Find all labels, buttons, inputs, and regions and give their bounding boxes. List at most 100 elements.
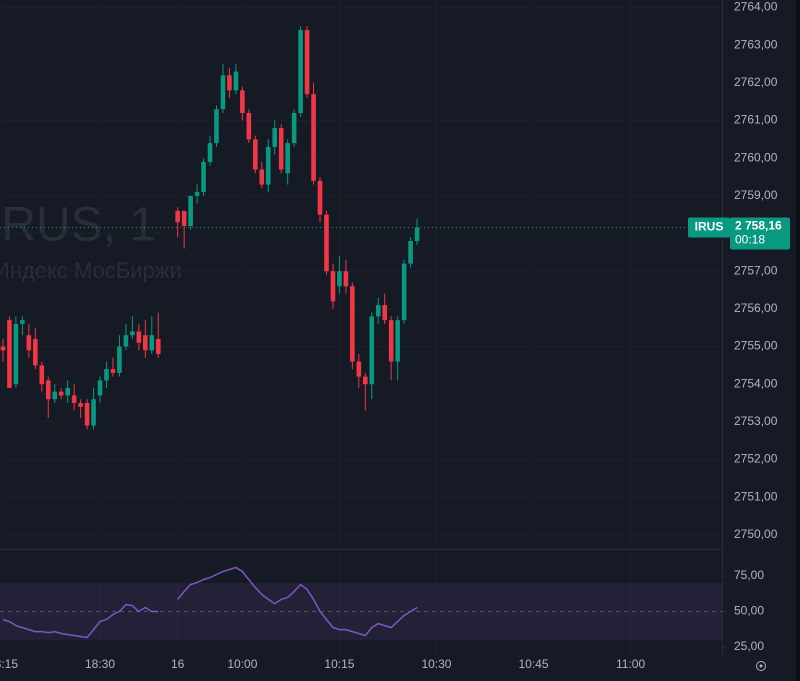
candle-body bbox=[71, 395, 77, 403]
candle-body bbox=[227, 75, 232, 91]
candle-body bbox=[408, 241, 413, 264]
y-tick-label: 2763,00 bbox=[734, 37, 778, 51]
candle-body bbox=[259, 169, 265, 185]
y-tick-label: 2760,00 bbox=[734, 150, 778, 164]
y-tick-label: 2754,00 bbox=[734, 376, 778, 390]
candle-body bbox=[388, 320, 394, 362]
candle-body bbox=[91, 399, 96, 426]
candle-body bbox=[363, 376, 368, 385]
candle-body bbox=[110, 369, 116, 373]
candle-body bbox=[136, 331, 142, 343]
candle-body bbox=[343, 271, 349, 287]
x-tick-label: 10:15 bbox=[324, 657, 354, 671]
candle-body bbox=[149, 335, 155, 351]
candle-body bbox=[84, 402, 90, 426]
price-badge bbox=[730, 217, 790, 250]
candle-body bbox=[97, 380, 103, 396]
x-tick-label: 18:15 bbox=[0, 657, 18, 671]
candle-body bbox=[20, 320, 25, 324]
candle-body bbox=[26, 335, 32, 351]
candle-body bbox=[13, 323, 19, 385]
candle-body bbox=[220, 75, 226, 110]
settings-icon[interactable] bbox=[756, 661, 766, 671]
candle-body bbox=[246, 112, 252, 140]
candle-body bbox=[350, 286, 355, 362]
candle-body bbox=[240, 90, 245, 113]
y-tick-label: 2764,00 bbox=[734, 0, 778, 14]
candle-body bbox=[33, 338, 38, 366]
candle-body bbox=[65, 387, 70, 396]
y-tick-label: 2759,00 bbox=[734, 188, 778, 202]
candle-body bbox=[272, 128, 278, 147]
candle-body bbox=[123, 335, 129, 347]
candle-body bbox=[375, 305, 381, 317]
candle-body bbox=[324, 214, 329, 272]
y-tick-label: 2762,00 bbox=[734, 75, 778, 89]
candle-body bbox=[214, 109, 219, 144]
candle-body bbox=[356, 361, 362, 377]
right-edge bbox=[796, 0, 800, 681]
x-tick-label: 10:30 bbox=[421, 657, 451, 671]
candle-body bbox=[7, 320, 12, 388]
symbol-label: IRUS bbox=[695, 220, 724, 234]
candle-body bbox=[233, 71, 239, 91]
candle-body bbox=[201, 161, 206, 193]
candle-body bbox=[117, 346, 122, 373]
y-tick-label: 2757,00 bbox=[734, 263, 778, 277]
candle-body bbox=[130, 331, 135, 336]
candle-body bbox=[0, 346, 6, 351]
candle-body bbox=[285, 143, 290, 174]
symbol-badge bbox=[688, 217, 730, 238]
x-tick-label: 11:00 bbox=[616, 657, 645, 671]
candle-body bbox=[104, 369, 109, 381]
candle-body bbox=[143, 335, 148, 351]
candle-body bbox=[382, 305, 388, 321]
y-tick-label: 2761,00 bbox=[734, 113, 778, 127]
candle-body bbox=[58, 391, 64, 396]
candle-body bbox=[278, 128, 284, 170]
candle-body bbox=[194, 192, 200, 196]
last-price-label: 2 758,16 bbox=[735, 219, 782, 233]
candle-body bbox=[45, 380, 51, 400]
settings-icon-dot bbox=[759, 664, 763, 668]
x-tick-label: 18:30 bbox=[85, 657, 115, 671]
candle-body bbox=[401, 263, 407, 321]
candle-body bbox=[317, 180, 323, 215]
candle-body bbox=[265, 146, 271, 185]
candle-body bbox=[175, 210, 180, 223]
watermark-symbol: IRUS, 1 bbox=[0, 199, 156, 252]
candle-body bbox=[291, 112, 297, 144]
x-tick-label: 16 bbox=[171, 657, 185, 671]
rsi-line bbox=[2, 566, 418, 639]
countdown-label: 00:18 bbox=[735, 233, 765, 247]
candle-body bbox=[188, 195, 193, 226]
y-tick-label: 2756,00 bbox=[734, 301, 778, 315]
candle-body bbox=[330, 271, 336, 302]
candle-body bbox=[311, 94, 316, 181]
y-tick-label: 75,00 bbox=[734, 568, 764, 582]
candle-body bbox=[369, 316, 375, 385]
candle-body bbox=[395, 320, 400, 362]
x-tick-label: 10:00 bbox=[227, 657, 257, 671]
y-tick-label: 2755,00 bbox=[734, 339, 778, 353]
candle-body bbox=[337, 271, 342, 287]
watermark-name: Индекс МосБиржи bbox=[0, 258, 182, 283]
y-tick-label: 2753,00 bbox=[734, 414, 778, 428]
candle-body bbox=[304, 30, 310, 95]
candle-body bbox=[207, 143, 213, 162]
x-tick-label: 10:45 bbox=[519, 657, 549, 671]
y-tick-label: 2750,00 bbox=[734, 527, 778, 541]
y-tick-label: 2752,00 bbox=[734, 452, 778, 466]
y-tick-label: 25,00 bbox=[734, 639, 764, 653]
y-tick-label: 2751,00 bbox=[734, 489, 778, 503]
candle-body bbox=[155, 338, 161, 355]
candle-body bbox=[298, 30, 303, 113]
candle-body bbox=[181, 210, 187, 226]
candle-body bbox=[253, 139, 258, 170]
candle-body bbox=[78, 402, 83, 407]
candle-body bbox=[52, 391, 58, 400]
candle-body bbox=[39, 365, 45, 385]
